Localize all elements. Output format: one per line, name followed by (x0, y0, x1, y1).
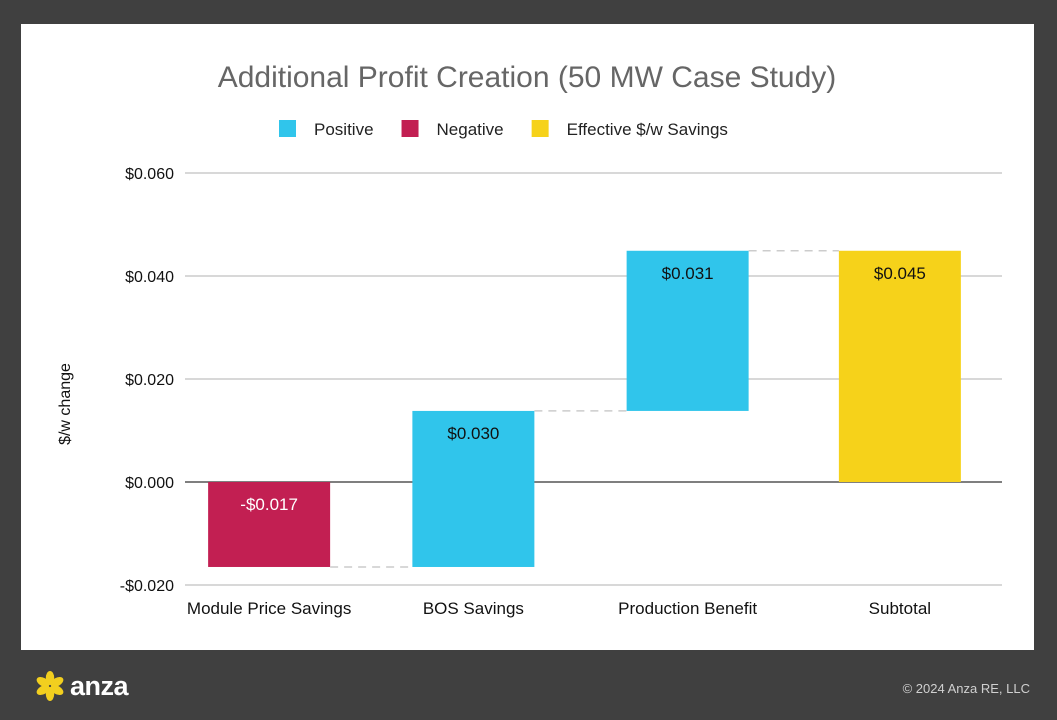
chart-card: Additional Profit Creation (50 MW Case S… (21, 24, 1034, 650)
y-tick-label: -$0.020 (120, 578, 174, 595)
data-label: $0.045 (874, 264, 926, 283)
flower-icon (36, 671, 64, 701)
chart-title: Additional Profit Creation (50 MW Case S… (218, 61, 837, 94)
legend-swatch-2 (531, 120, 549, 137)
legend-swatch-1 (401, 120, 419, 137)
y-tick-label: $0.040 (125, 269, 174, 286)
bar-module-price-savings (208, 482, 331, 567)
x-tick-label: Module Price Savings (187, 599, 351, 618)
y-axis-label: $/w change (57, 363, 74, 445)
y-tick-label: $0.060 (125, 166, 174, 183)
waterfall-chart: Additional Profit Creation (50 MW Case S… (57, 61, 1002, 618)
data-label: -$0.017 (240, 495, 298, 514)
legend-swatch-0 (279, 120, 296, 137)
x-tick-label: Production Benefit (618, 599, 757, 618)
legend-label-1: Negative (437, 120, 504, 139)
legend-label-0: Positive (314, 120, 374, 139)
bar-subtotal (838, 250, 961, 482)
logo-text: anza (70, 670, 129, 701)
y-tick-label: $0.000 (125, 475, 174, 492)
bar-production-benefit (626, 250, 749, 411)
anza-logo: anza (34, 670, 129, 702)
x-tick-label: Subtotal (869, 599, 931, 618)
copyright: © 2024 Anza RE, LLC (902, 681, 1030, 696)
legend-label-2: Effective $/w Savings (567, 120, 728, 139)
y-tick-label: $0.020 (125, 372, 174, 389)
data-label: $0.031 (662, 264, 714, 283)
bar-bos-savings (412, 410, 535, 567)
x-tick-label: BOS Savings (423, 599, 524, 618)
data-label: $0.030 (447, 424, 499, 443)
